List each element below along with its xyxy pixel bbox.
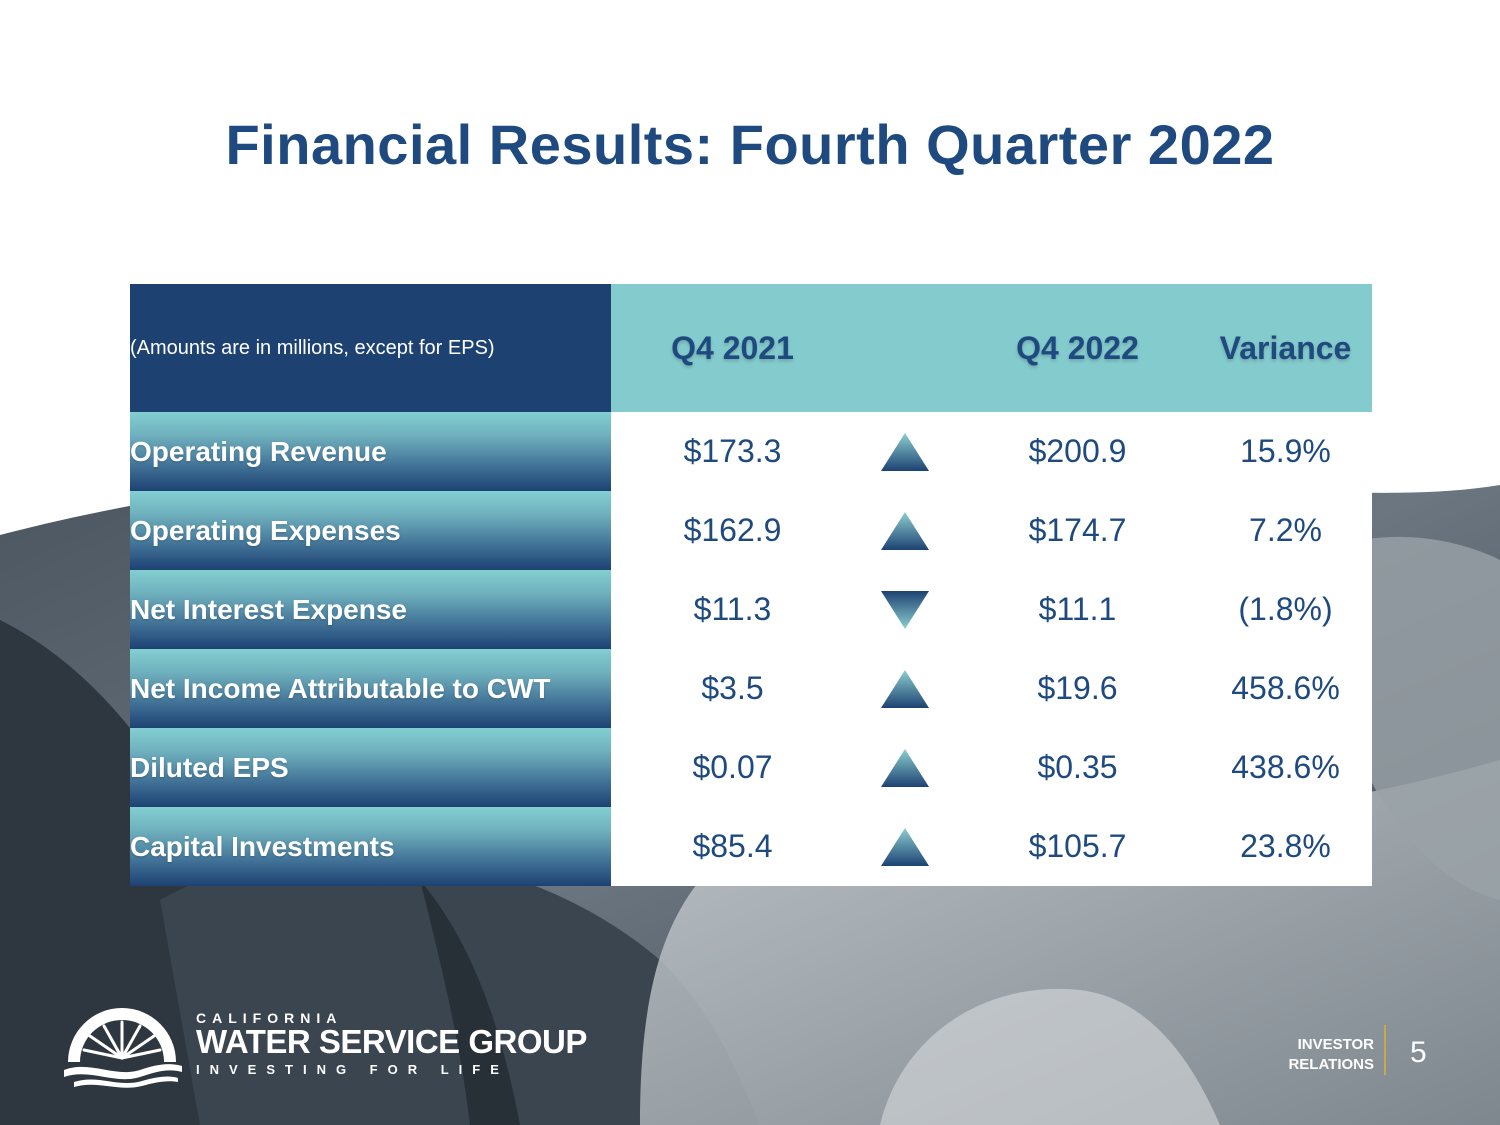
variance-value: 438.6%	[1199, 728, 1372, 807]
table-row: Capital Investments $85.4 $105.7 23.8%	[130, 807, 1372, 886]
q4-2022-value: $105.7	[956, 807, 1199, 886]
amounts-note: (Amounts are in millions, except for EPS…	[130, 284, 611, 412]
variance-value: 7.2%	[1199, 491, 1372, 570]
trend-up-icon	[854, 649, 956, 728]
column-header-variance: Variance	[1199, 284, 1372, 412]
column-header-spacer	[854, 284, 956, 412]
table-row: Operating Revenue $173.3 $200.9 15.9%	[130, 412, 1372, 491]
brand-california: CALIFORNIA	[196, 1010, 343, 1026]
brand-tagline: INVESTING FOR LIFE	[196, 1062, 509, 1077]
q4-2021-value: $173.3	[611, 412, 854, 491]
financial-results-table: (Amounts are in millions, except for EPS…	[130, 284, 1372, 886]
page-number: 5	[1410, 1036, 1427, 1069]
row-label: Net Interest Expense	[130, 570, 611, 649]
slide-title: Financial Results: Fourth Quarter 2022	[225, 113, 1275, 176]
q4-2021-value: $11.3	[611, 570, 854, 649]
brand-name: WATER SERVICE GROUP	[196, 1023, 587, 1060]
q4-2022-value: $174.7	[956, 491, 1199, 570]
row-label: Operating Expenses	[130, 491, 611, 570]
q4-2022-value: $19.6	[956, 649, 1199, 728]
footer-divider	[1384, 1025, 1386, 1075]
q4-2021-value: $162.9	[611, 491, 854, 570]
investor-relations-label: INVESTOR RELATIONS	[1266, 1035, 1374, 1075]
row-label: Diluted EPS	[130, 728, 611, 807]
investor-line-1: INVESTOR	[1297, 1036, 1374, 1053]
table-row: Net Income Attributable to CWT $3.5 $19.…	[130, 649, 1372, 728]
q4-2022-value: $11.1	[956, 570, 1199, 649]
sunburst-logo-icon	[64, 1008, 182, 1088]
trend-up-icon	[854, 807, 956, 886]
q4-2021-value: $0.07	[611, 728, 854, 807]
table-header-row: (Amounts are in millions, except for EPS…	[130, 284, 1372, 412]
trend-up-icon	[854, 728, 956, 807]
q4-2021-value: $85.4	[611, 807, 854, 886]
q4-2022-value: $0.35	[956, 728, 1199, 807]
trend-up-icon	[854, 491, 956, 570]
row-label: Net Income Attributable to CWT	[130, 649, 611, 728]
row-label: Capital Investments	[130, 807, 611, 886]
q4-2021-value: $3.5	[611, 649, 854, 728]
column-header-q4-2021: Q4 2021	[611, 284, 854, 412]
variance-value: (1.8%)	[1199, 570, 1372, 649]
table-row: Operating Expenses $162.9 $174.7 7.2%	[130, 491, 1372, 570]
row-label: Operating Revenue	[130, 412, 611, 491]
table-row: Net Interest Expense $11.3 $11.1 (1.8%)	[130, 570, 1372, 649]
variance-value: 15.9%	[1199, 412, 1372, 491]
trend-up-icon	[854, 412, 956, 491]
trend-down-icon	[854, 570, 956, 649]
table-row: Diluted EPS $0.07 $0.35 438.6%	[130, 728, 1372, 807]
variance-value: 23.8%	[1199, 807, 1372, 886]
q4-2022-value: $200.9	[956, 412, 1199, 491]
column-header-q4-2022: Q4 2022	[956, 284, 1199, 412]
variance-value: 458.6%	[1199, 649, 1372, 728]
investor-line-2: RELATIONS	[1288, 1056, 1374, 1073]
